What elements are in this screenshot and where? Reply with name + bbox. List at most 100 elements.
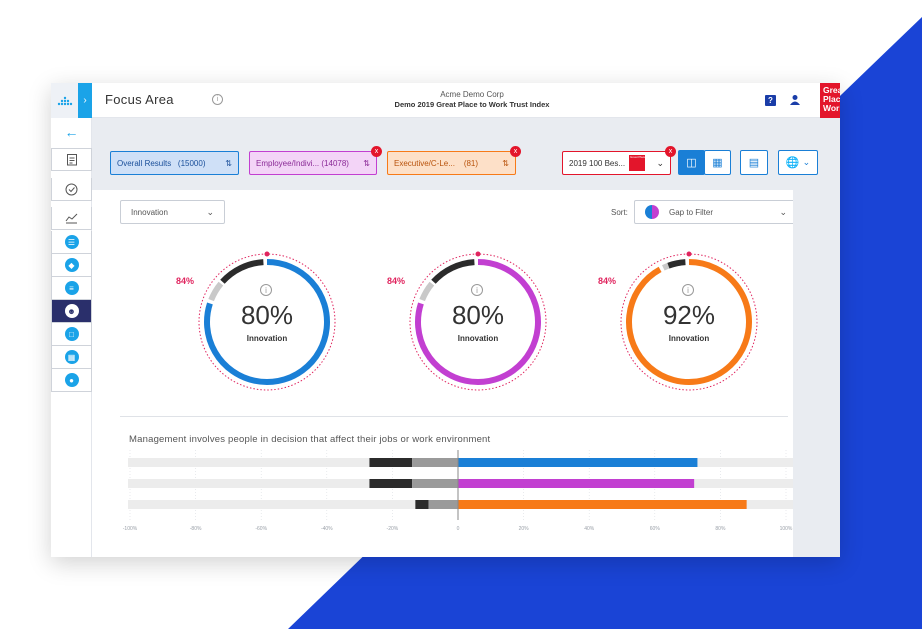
chevron-down-icon[interactable]: ⌄ <box>656 157 664 168</box>
header: Focus Area i Acme Demo Corp Demo 2019 Gr… <box>92 83 840 126</box>
gap-icon <box>645 205 659 219</box>
filter-chip-executive[interactable]: Executive/C-Le... (81) ⇅ x <box>387 146 521 175</box>
neutral-arc <box>208 281 224 302</box>
info-icon[interactable]: i <box>682 284 694 296</box>
chip-count: (81) <box>463 158 479 168</box>
x-tick-label: 60% <box>650 526 661 532</box>
remove-filter-icon[interactable]: x <box>665 146 676 157</box>
app-window: › ← ☰ ◆ ≡ ☻ □ ▦ ● Focus Area i Acme Demo… <box>51 83 840 557</box>
negative-arc <box>667 259 686 269</box>
positive-arc <box>204 259 330 385</box>
x-tick-label: -60% <box>255 526 267 532</box>
info-icon[interactable]: i <box>212 94 223 105</box>
x-tick-label: -20% <box>387 526 399 532</box>
comments-button[interactable]: ▤ <box>740 150 768 175</box>
benchmark-chip[interactable]: 2019 100 Bes... Great Place To Work. ⌄ x <box>562 146 676 175</box>
user-icon[interactable] <box>789 94 801 106</box>
app-logo-icon[interactable] <box>51 83 78 118</box>
remove-filter-icon[interactable]: x <box>510 146 521 157</box>
category-dropdown[interactable]: Innovation ⌄ <box>120 200 225 224</box>
chip-count: (14078) <box>321 158 349 168</box>
trend-chart-icon[interactable] <box>51 207 92 230</box>
comparison-icon[interactable]: ▦ <box>51 346 92 369</box>
sort-dropdown[interactable]: Gap to Filter ⌄ <box>634 200 798 224</box>
question-text: Management involves people in decision t… <box>129 434 491 445</box>
filter-chip-employee[interactable]: Employee/Indivi... (14078) ⇅ x <box>249 146 382 175</box>
neutral-bar <box>412 479 458 488</box>
main-panel: Innovation ⌄ Sort: Gap to Filter ⌄ ⇅ 84%… <box>92 190 814 557</box>
positive-bar <box>458 500 747 509</box>
x-tick-label: -40% <box>321 526 333 532</box>
negative-bar <box>415 500 429 509</box>
list-icon[interactable]: ☰ <box>51 231 92 254</box>
expand-sidebar-button[interactable]: › <box>78 83 92 118</box>
neutral-bar <box>412 458 458 467</box>
sort-value: Gap to Filter <box>669 207 714 217</box>
neutral-bar <box>428 500 458 509</box>
donut-chart-overall: 84% i 80% Innovation <box>176 250 342 395</box>
x-tick-label: 0 <box>457 526 460 532</box>
checklist-icon[interactable]: ≡ <box>51 277 92 300</box>
info-icon[interactable]: i <box>471 284 483 296</box>
language-button[interactable]: 🌐 ⌄ <box>778 150 818 175</box>
check-circle-icon[interactable] <box>51 178 92 201</box>
divider <box>120 416 788 417</box>
remove-filter-icon[interactable]: x <box>371 146 382 157</box>
benchmark-value: 84% <box>176 276 195 286</box>
benchmark-label: 2019 100 Bes... <box>569 158 626 168</box>
chip-label: Executive/C-Le... <box>394 158 455 168</box>
category-value: Innovation <box>131 207 168 217</box>
sort-order-icon[interactable]: ⇅ <box>363 158 370 168</box>
neutral-arc <box>419 281 435 302</box>
chat-icon[interactable]: □ <box>51 323 92 346</box>
negative-arc <box>220 259 264 284</box>
chip-label: Overall Results <box>117 158 172 168</box>
benchmark-value: 84% <box>387 276 406 286</box>
donut-label: Innovation <box>668 334 710 343</box>
table-view-button[interactable]: ▦ <box>704 150 731 175</box>
people-icon[interactable]: ☻ <box>51 300 92 323</box>
back-arrow-icon[interactable]: ← <box>64 124 79 140</box>
sidebar: › ← ☰ ◆ ≡ ☻ □ ▦ ● <box>51 83 92 557</box>
benchmark-marker <box>475 251 481 257</box>
filter-chip-overall[interactable]: Overall Results (15000) ⇅ <box>110 151 239 175</box>
negative-arc <box>431 259 475 284</box>
benchmark-logo: Great Place To Work. <box>629 155 646 171</box>
positive-arc <box>626 259 752 385</box>
help-icon[interactable]: ? <box>765 95 776 106</box>
benchmark-marker <box>686 251 692 257</box>
donut-value: 80% <box>240 300 294 330</box>
survey-report-icon[interactable] <box>51 148 92 171</box>
donut-label: Innovation <box>457 334 499 343</box>
chevron-down-icon: ⌄ <box>779 206 787 217</box>
sort-label: Sort: <box>611 208 628 217</box>
negative-bar <box>369 458 413 467</box>
positive-arc <box>415 259 541 385</box>
donut-chart-executive: 84% i 92% Innovation <box>598 250 764 395</box>
sort-order-icon[interactable]: ⇅ <box>225 158 232 168</box>
chip-count: (15000) <box>177 158 206 168</box>
negative-bar <box>369 479 413 488</box>
gptw-logo: Great Place To Work. <box>820 83 840 126</box>
info-icon[interactable]: i <box>260 284 272 296</box>
x-tick-label: 20% <box>519 526 530 532</box>
benchmark-value: 84% <box>598 276 617 286</box>
diverging-bar-chart: -100%-80%-60%-40%-20%020%40%60%80%100%73… <box>123 450 793 532</box>
donut-value: 80% <box>451 300 505 330</box>
layout-grid-button[interactable]: ◫ <box>678 150 705 175</box>
page-title: Focus Area <box>105 92 174 107</box>
survey-name: Demo 2019 Great Place to Work Trust Inde… <box>394 100 550 109</box>
positive-bar <box>458 458 698 467</box>
donut-chart-employee: 84% i 80% Innovation <box>387 250 553 395</box>
chip-label: Employee/Indivi... <box>256 158 320 168</box>
company-name: Acme Demo Corp <box>440 90 504 99</box>
donut-value: 92% <box>662 300 716 330</box>
sort-order-icon[interactable]: ⇅ <box>502 158 509 168</box>
right-gutter <box>793 190 840 557</box>
layers-icon[interactable]: ◆ <box>51 254 92 277</box>
x-tick-label: -80% <box>190 526 202 532</box>
positive-bar <box>458 479 695 488</box>
x-tick-label: 40% <box>584 526 595 532</box>
x-tick-label: -100% <box>123 526 138 532</box>
person-icon[interactable]: ● <box>51 369 92 392</box>
